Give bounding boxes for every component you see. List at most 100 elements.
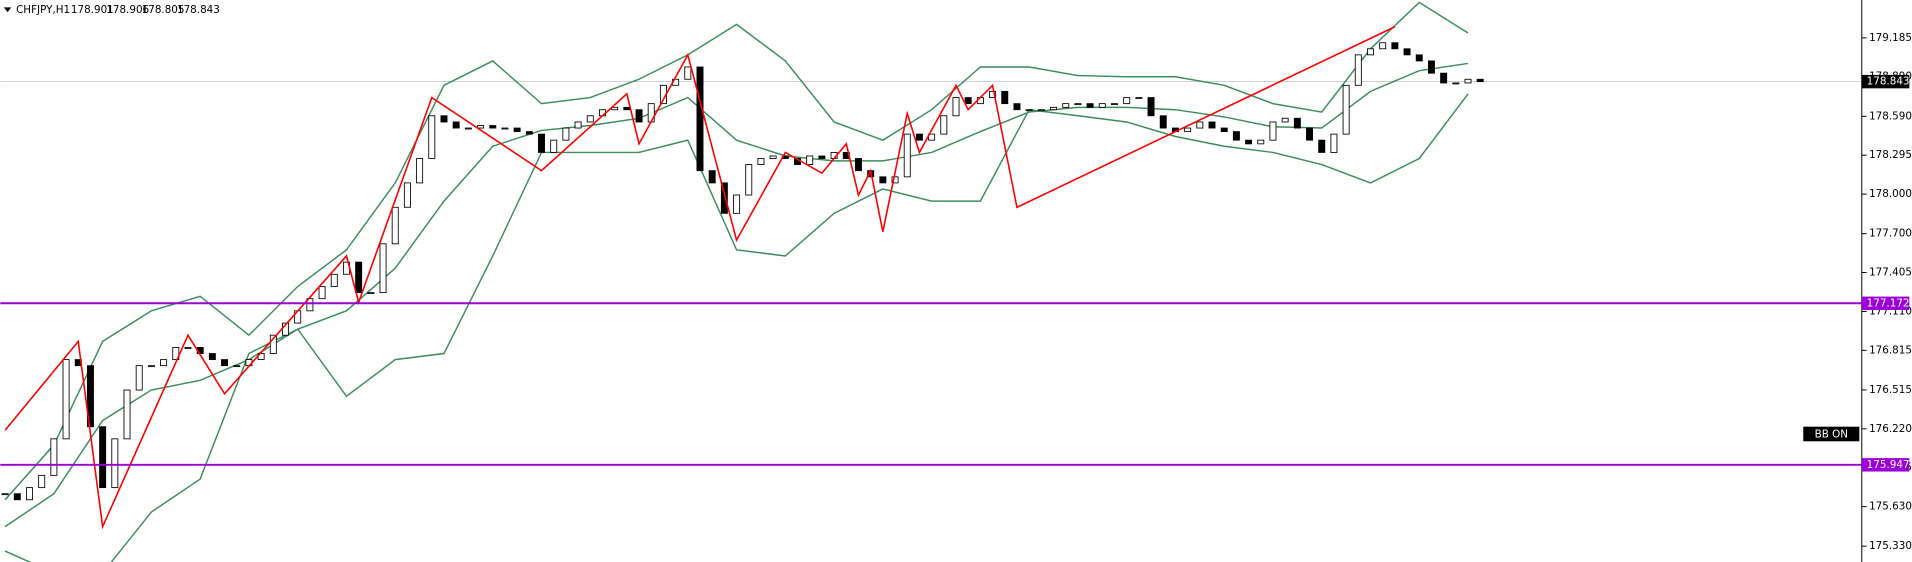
candle [1403,48,1411,56]
candle [416,158,424,184]
candle [1086,103,1094,108]
y-tick-label: 176.815 [1869,344,1912,356]
candle [964,97,972,105]
candle [501,127,509,130]
candle [1330,133,1338,153]
candle [757,158,765,165]
level-label: 177.172 [1867,297,1910,309]
candle [769,155,777,159]
candle [525,131,533,135]
candle [806,155,814,165]
y-tick-label: 176.515 [1869,384,1912,396]
y-tick-label: 175.630 [1869,501,1912,513]
last-price-label: 178.843 [1867,76,1910,88]
candle [367,292,375,295]
candle [708,170,716,184]
y-tick-label: 178.590 [1869,110,1912,122]
candle [1342,84,1350,135]
candle [1135,97,1143,99]
collapse-arrow[interactable] [3,7,12,13]
indicator-tag [1803,426,1860,442]
y-tick-label: 176.220 [1869,423,1912,435]
candle [818,155,826,159]
low-price: 178.805 [142,4,185,16]
candle [233,365,241,368]
candle [452,121,460,129]
candle [1111,103,1118,106]
candle [1062,103,1070,108]
candle [720,182,728,214]
candle [38,474,46,489]
candle [135,365,143,391]
level-tag [1861,296,1910,310]
candle [391,206,399,245]
candle [903,133,911,178]
candle [513,127,521,133]
candle [1220,127,1228,133]
candle [1245,139,1253,145]
candle [306,298,314,312]
candle [1306,127,1314,141]
candle [684,66,692,80]
candle [1476,78,1484,83]
candle [1,493,9,496]
candle [13,493,21,501]
candle [1001,90,1009,105]
candle [940,115,948,135]
bollinger-lower [4,93,1469,562]
zigzag [4,26,1396,530]
candle [99,426,107,489]
y-tick-label: 177.700 [1869,228,1912,240]
candle [1464,78,1472,84]
candle [318,286,326,300]
candle [989,90,997,99]
bollinger-upper [4,1,1469,501]
candle [1440,72,1448,84]
candle [355,261,363,294]
candle [269,334,277,354]
candle [1452,82,1460,85]
candle [62,359,70,440]
candle [1293,117,1301,129]
candle [184,347,192,349]
candle [1025,109,1033,112]
candle [464,127,472,130]
candle [221,359,229,367]
candle [26,487,33,501]
candle [1354,54,1362,86]
y-tick-label: 178.295 [1869,149,1912,161]
candle [550,139,558,153]
symbol: CHFJPY,H1 [16,4,70,16]
y-tick-label: 179.185 [1869,32,1912,44]
candle [1208,121,1216,129]
candle [123,389,131,440]
candle [915,133,923,141]
candle [428,115,436,159]
candle [1147,97,1155,117]
candle [1123,97,1131,105]
high-price: 178.906 [106,4,149,16]
candle [1281,117,1289,123]
indicator-label: BB ON [1815,429,1848,441]
candle [696,66,704,172]
candle [1318,139,1326,153]
candle [733,194,741,214]
candle [160,359,168,367]
candle [1427,60,1435,74]
y-tick-label: 178.000 [1869,188,1912,200]
candle [745,164,753,196]
candle [635,109,643,123]
candle [172,347,180,361]
open-price: 178.901 [71,4,114,16]
candle [1098,103,1106,108]
candle [574,121,582,129]
candle [891,176,899,184]
candle [489,125,497,129]
candle [879,176,887,184]
candle [1074,103,1082,106]
candle [1367,48,1374,56]
candle [1269,121,1277,141]
candle [1257,139,1265,145]
